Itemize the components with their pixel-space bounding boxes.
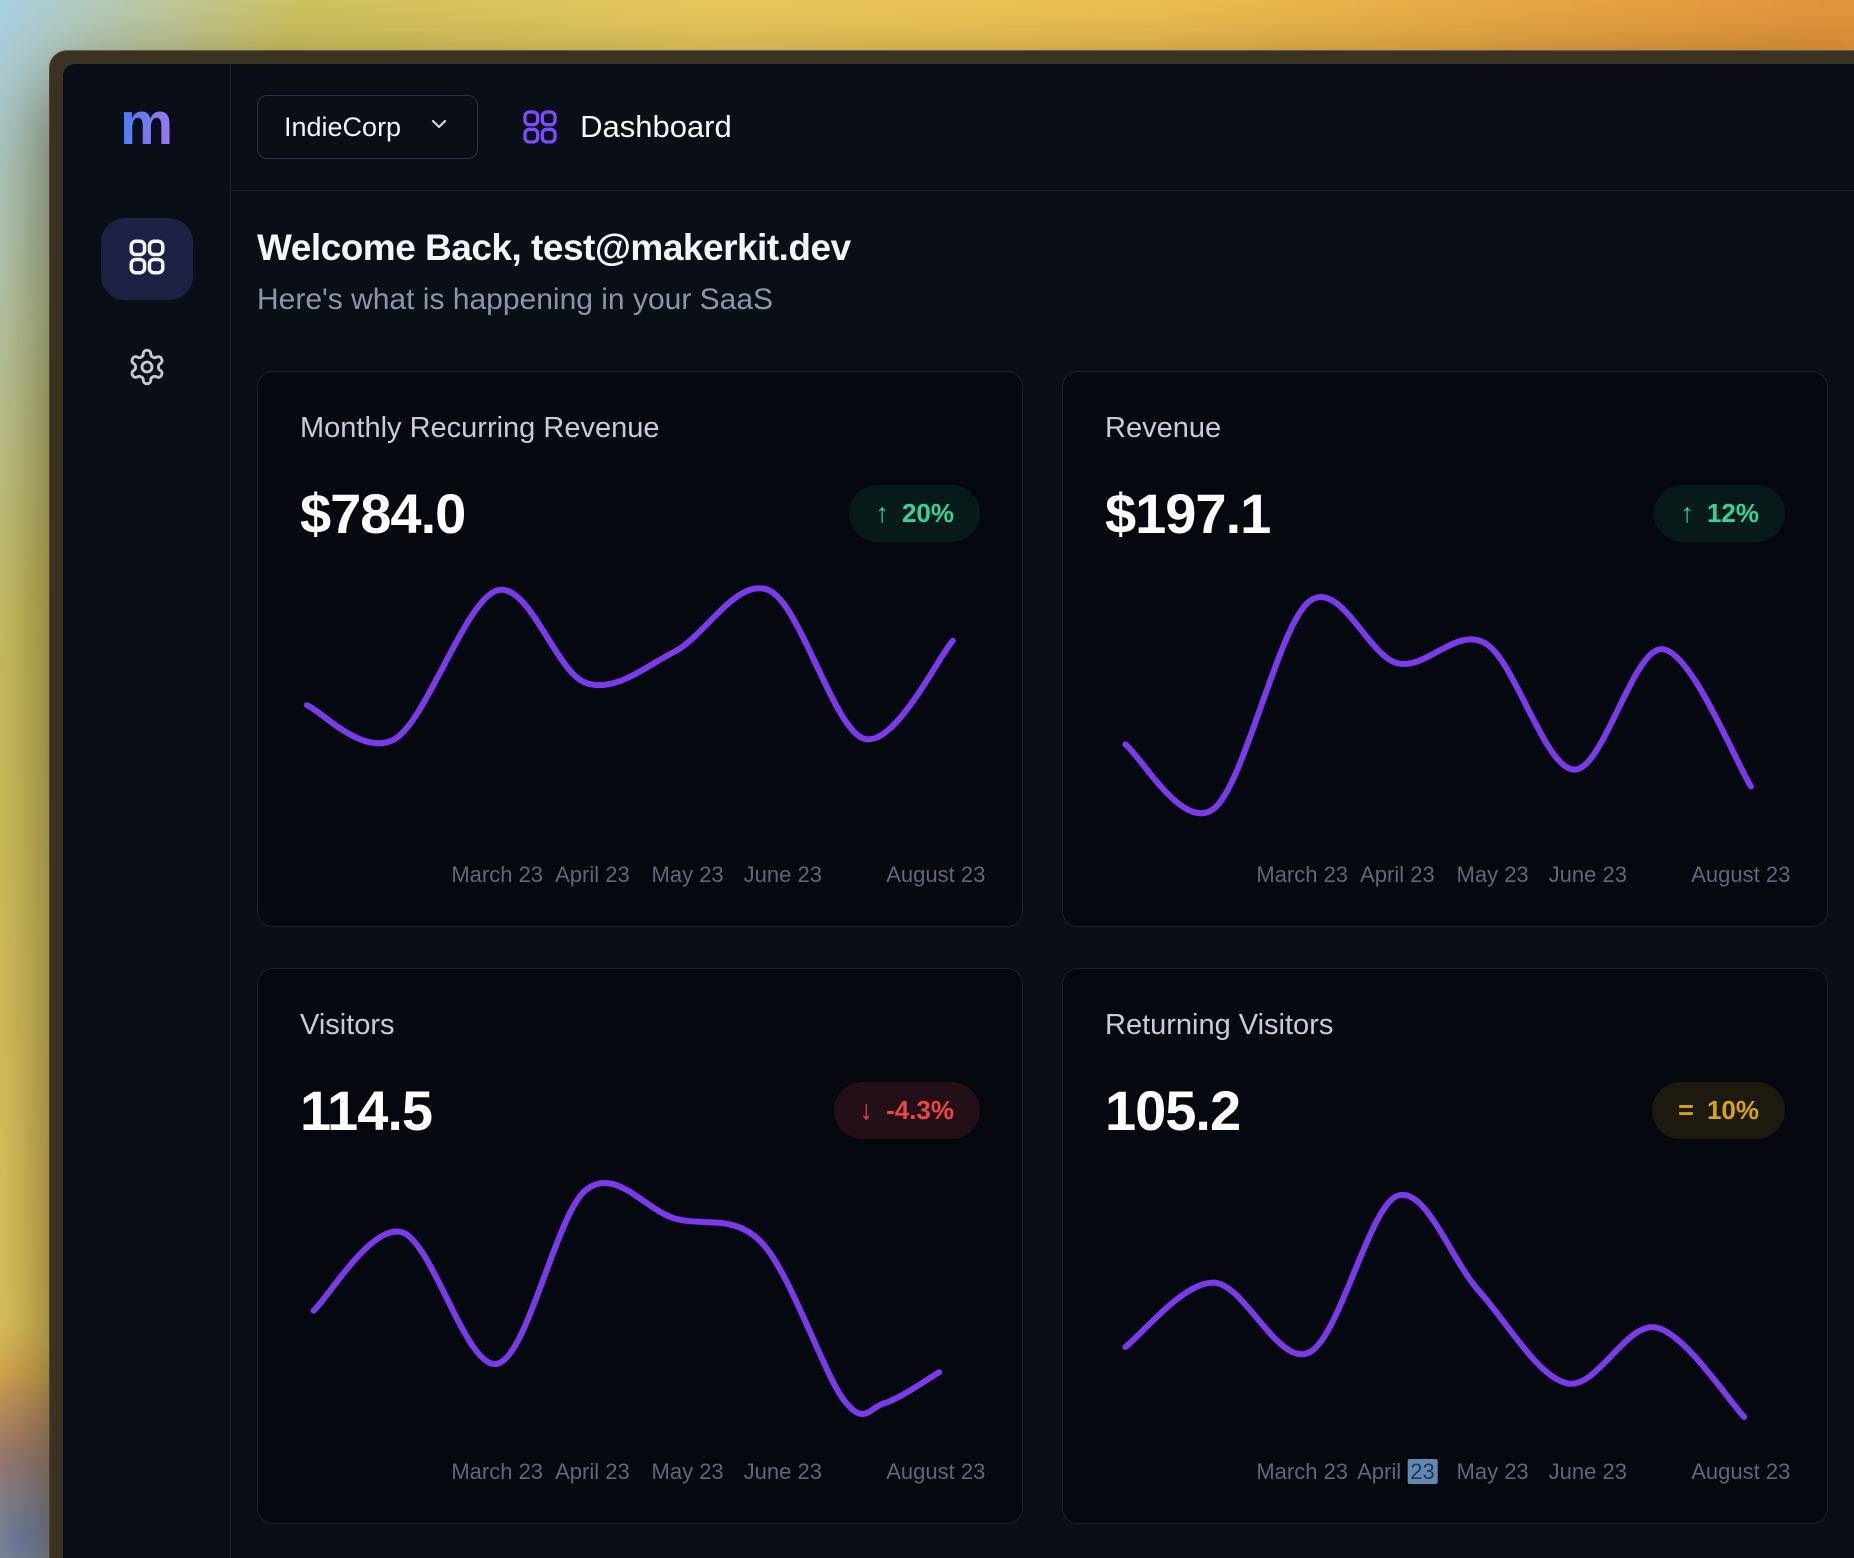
sidebar-item-settings[interactable]	[101, 328, 193, 410]
trend-flat-icon: =	[1678, 1095, 1694, 1125]
trend-badge: ↑ 12%	[1654, 485, 1785, 542]
x-axis-label: June 23	[1548, 1459, 1627, 1484]
x-axis-label: March 23	[1256, 1459, 1349, 1484]
main-column: IndieCorp	[231, 64, 1854, 1558]
selected-text: 23	[1407, 1459, 1438, 1484]
trend-value: 10%	[1706, 1095, 1759, 1125]
line-chart	[300, 568, 980, 848]
x-axis-labels: March 23 April 23 May 23 June 23 August 23	[1105, 862, 1790, 896]
trend-value: 20%	[901, 498, 954, 528]
welcome-subtitle: Here's what is happening in your SaaS	[257, 283, 774, 316]
card-value: $784.0	[300, 482, 466, 545]
stat-card: Monthly Recurring Revenue $784.0 ↑ 20% M…	[257, 371, 1023, 927]
layout-grid-icon	[126, 236, 168, 283]
card-title: Monthly Recurring Revenue	[300, 412, 660, 444]
welcome-heading: Welcome Back, test@makerkit.dev	[257, 227, 851, 268]
trend-value: -4.3%	[886, 1095, 954, 1125]
trend-badge: ↑ 20%	[849, 485, 980, 542]
card-value-row: 114.5 ↓ -4.3%	[300, 1078, 980, 1143]
line-chart	[1105, 568, 1785, 848]
x-axis-label: June 23	[743, 862, 822, 887]
x-axis-label: May 23	[651, 1459, 724, 1484]
card-value-row: $197.1 ↑ 12%	[1105, 481, 1785, 546]
gear-icon	[127, 347, 167, 392]
card-title: Visitors	[300, 1009, 395, 1041]
x-axis-label: April 23	[1360, 862, 1435, 887]
x-axis-label: June 23	[743, 1459, 822, 1484]
x-axis-label: March 23	[451, 862, 544, 887]
x-axis-label: August 23	[886, 862, 986, 887]
x-axis-label: April 23	[1357, 1459, 1438, 1485]
line-chart	[300, 1165, 980, 1445]
stat-card: Returning Visitors 105.2 = 10% March 23 A…	[1062, 968, 1828, 1524]
sidebar-item-dashboard[interactable]	[100, 218, 193, 300]
team-selector-label: IndieCorp	[284, 111, 402, 142]
x-axis-label: April 23	[555, 1459, 630, 1484]
x-axis-label: March 23	[451, 1459, 544, 1484]
x-axis-label: August 23	[886, 1459, 986, 1484]
team-selector-button[interactable]: IndieCorp	[257, 95, 479, 159]
makerkit-logo: m	[119, 90, 174, 157]
stat-card: Visitors 114.5 ↓ -4.3% March 23 April 23 M…	[257, 968, 1023, 1524]
x-axis-label: April 23	[555, 862, 630, 887]
sidebar: m	[63, 64, 231, 1558]
trend-value: 12%	[1706, 498, 1759, 528]
card-title: Revenue	[1105, 412, 1222, 444]
x-axis-label: May 23	[1456, 862, 1529, 887]
x-axis-label: March 23	[1256, 862, 1349, 887]
card-value: $197.1	[1105, 482, 1271, 545]
dashboard-content: Welcome Back, test@makerkit.dev Here's w…	[231, 191, 1854, 1524]
trend-up-icon: ↑	[1680, 498, 1694, 528]
page-title-group: Dashboard	[520, 107, 732, 147]
trend-down-icon: ↓	[859, 1095, 874, 1125]
chevron-down-icon	[427, 112, 451, 143]
card-title: Returning Visitors	[1105, 1009, 1334, 1041]
card-value: 114.5	[300, 1079, 433, 1142]
page-title: Dashboard	[580, 109, 732, 144]
line-chart	[1105, 1165, 1785, 1445]
x-axis-label: August 23	[1691, 862, 1791, 887]
x-axis-labels: March 23 April 23 May 23 June 23 August 23	[300, 862, 985, 896]
app-window: m	[49, 50, 1854, 1558]
x-axis-label: June 23	[1548, 862, 1627, 887]
app-window-content: m	[63, 64, 1854, 1558]
trend-badge: ↓ -4.3%	[833, 1082, 980, 1139]
stats-grid: Monthly Recurring Revenue $784.0 ↑ 20% M…	[257, 371, 1832, 1524]
x-axis-label: August 23	[1691, 1459, 1791, 1484]
card-value-row: $784.0 ↑ 20%	[300, 481, 980, 546]
x-axis-labels: March 23 April 23 May 23 June 23 August 23	[300, 1459, 985, 1493]
stat-card: Revenue $197.1 ↑ 12% March 23 April 23 May…	[1062, 371, 1828, 927]
card-value: 105.2	[1105, 1079, 1241, 1142]
x-axis-labels: March 23 April 23 May 23 June 23 August 23	[1105, 1459, 1790, 1493]
trend-up-icon: ↑	[875, 498, 889, 528]
x-axis-label: May 23	[651, 862, 724, 887]
x-axis-label: May 23	[1456, 1459, 1529, 1484]
topbar: IndieCorp	[231, 64, 1854, 191]
card-value-row: 105.2 = 10%	[1105, 1078, 1785, 1143]
dashboard-grid-icon	[520, 107, 560, 147]
trend-badge: = 10%	[1652, 1082, 1785, 1139]
